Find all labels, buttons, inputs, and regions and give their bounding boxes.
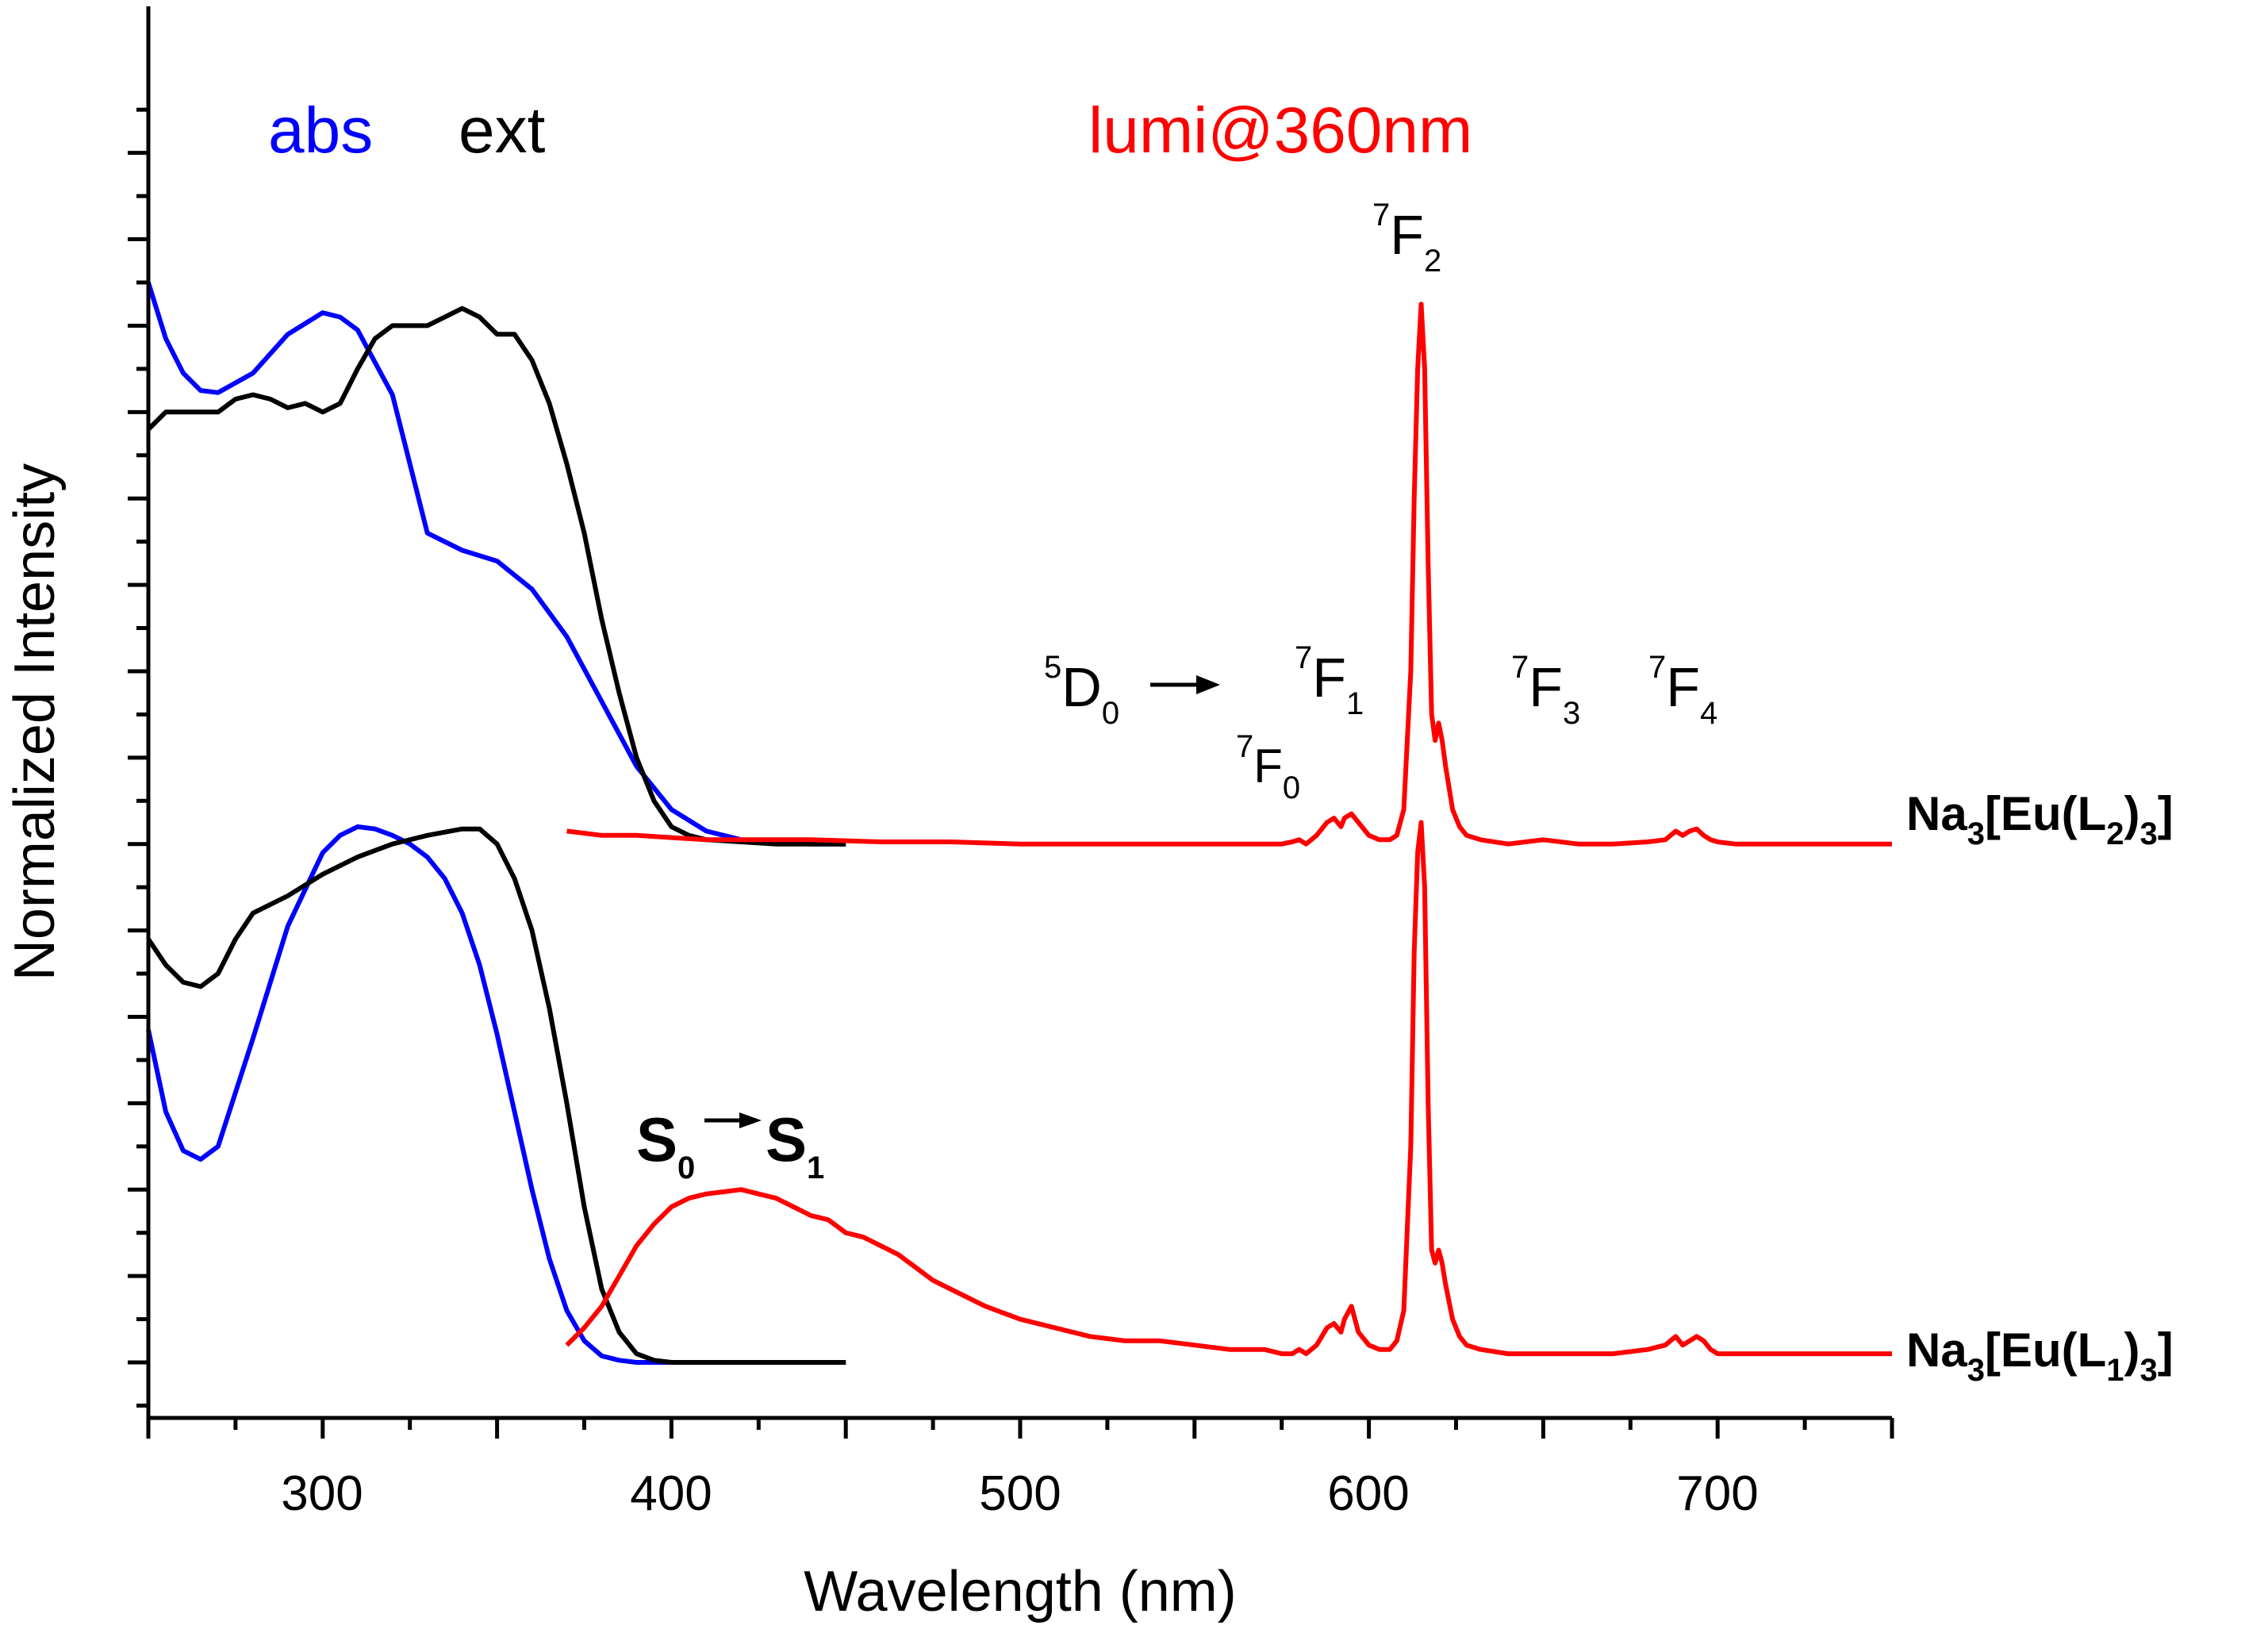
svg-text:7F0: 7F0 (1236, 729, 1300, 805)
annotation-7f0: 7F0 (1236, 729, 1300, 805)
svg-text:Na3[Eu(L2)3]: Na3[Eu(L2)3] (1906, 787, 2174, 851)
svg-text:5D0: 5D0 (1044, 650, 1119, 731)
series-ext-L1 (146, 826, 846, 1365)
x-tick-label: 500 (979, 1466, 1061, 1521)
annotation-7f2: 7F2 (1372, 198, 1441, 279)
annotation-5d0: 5D0 (1044, 650, 1119, 731)
x-tick-label: 600 (1327, 1466, 1409, 1521)
legend-ext: ext (459, 94, 546, 167)
legend-lumi: lumi@360nm (1088, 94, 1472, 167)
x-axis-title: Wavelength (nm) (804, 1560, 1237, 1623)
tick-layer (128, 107, 1894, 1439)
svg-text:7F2: 7F2 (1372, 198, 1441, 279)
series-layer (146, 282, 1892, 1365)
legend-abs: abs (268, 94, 373, 167)
series-lumi-L1 (565, 820, 1892, 1357)
x-tick-label: 700 (1676, 1466, 1758, 1521)
svg-text:7F4: 7F4 (1648, 650, 1717, 731)
svg-text:7F3: 7F3 (1511, 650, 1580, 731)
annotation-s0-s1: S0 S1 (636, 1105, 824, 1185)
arrow-icon (1150, 675, 1220, 694)
annotation-7f3: 7F3 (1511, 650, 1580, 731)
svg-text:S0: S0 (636, 1105, 695, 1185)
compound-label-l2: Na3[Eu(L2)3] (1906, 787, 2174, 851)
series-abs-L2 (146, 282, 846, 847)
svg-text:Na3[Eu(L1)3]: Na3[Eu(L1)3] (1906, 1324, 2174, 1388)
compound-label-l1: Na3[Eu(L1)3] (1906, 1324, 2174, 1388)
annotation-7f4: 7F4 (1648, 650, 1717, 731)
annotation-7f1: 7F1 (1295, 640, 1364, 721)
arrow-icon (704, 1112, 762, 1128)
svg-text:7F1: 7F1 (1295, 640, 1364, 721)
series-lumi-L2 (566, 302, 1892, 847)
series-ext-L2 (146, 305, 846, 847)
svg-text:S1: S1 (766, 1105, 824, 1185)
x-tick-label: 300 (281, 1466, 363, 1521)
x-tick-label: 400 (630, 1466, 712, 1521)
y-axis-title: Normalized Intensity (3, 463, 67, 981)
